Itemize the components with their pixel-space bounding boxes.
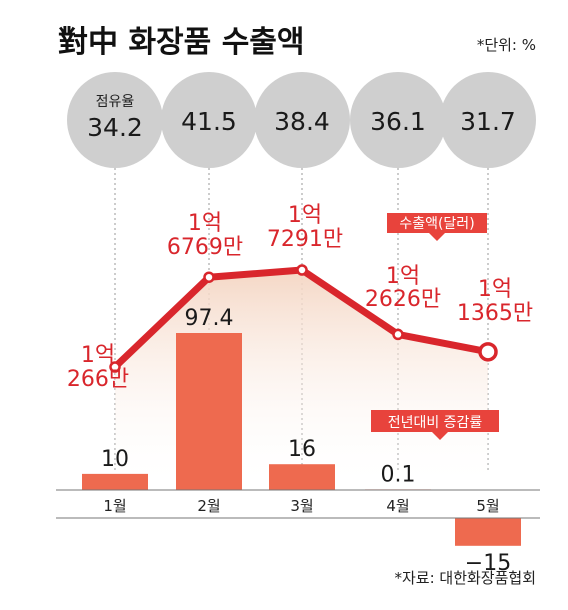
change-value: 16 (288, 437, 316, 462)
export-point (109, 361, 121, 373)
month-label: 1월 (103, 497, 126, 515)
share-value: 31.7 (460, 107, 516, 136)
change-tag: 전년대비 증감률 (371, 410, 499, 440)
change-value: 0.1 (381, 462, 416, 487)
share-circle (350, 72, 446, 168)
export-point (203, 271, 215, 283)
change-bar (176, 333, 242, 490)
chart-title: 對中 화장품 수출액 (58, 25, 305, 60)
export-value-top: 1억 (288, 203, 322, 228)
change-bar (269, 464, 335, 490)
source-note: *자료: 대한화장품협회 (394, 569, 536, 587)
share-label: 점유율 (96, 94, 135, 110)
share-circle (67, 72, 163, 168)
share-circle (440, 72, 536, 168)
share-value: 38.4 (274, 107, 330, 136)
month-label: 2월 (197, 497, 220, 515)
share-value: 34.2 (87, 113, 143, 142)
change-bar (82, 473, 148, 490)
month-label: 5월 (476, 497, 499, 515)
unit-note: *단위: % (477, 36, 536, 54)
export-value-top: 1억 (188, 211, 222, 236)
export-value-top: 1억 (386, 264, 420, 289)
export-tag: 수출액(달러) (387, 213, 487, 241)
export-tag-label: 수출액(달러) (399, 216, 474, 232)
export-value-bottom: 2626만 (365, 287, 441, 312)
export-value-bottom: 1365만 (457, 301, 533, 326)
export-value-top: 1억 (478, 277, 512, 302)
share-circle (254, 72, 350, 168)
change-bar (455, 518, 521, 546)
export-value-top: 1억 (81, 343, 115, 368)
change-value: 10 (101, 447, 129, 472)
export-point (296, 264, 308, 276)
export-point (392, 328, 404, 341)
export-value-bottom: 6769만 (167, 235, 243, 260)
share-circle (161, 72, 257, 168)
change-value: 97.4 (185, 306, 234, 331)
month-label: 4월 (386, 497, 409, 515)
share-value: 41.5 (181, 107, 237, 136)
month-label: 3월 (290, 497, 313, 515)
change-tag-label: 전년대비 증감률 (388, 415, 483, 431)
export-value-bottom: 7291만 (267, 227, 343, 252)
export-point (478, 342, 498, 362)
export-value-bottom: 266만 (67, 367, 129, 392)
share-value: 36.1 (370, 107, 426, 136)
change-value: −15 (465, 551, 511, 576)
